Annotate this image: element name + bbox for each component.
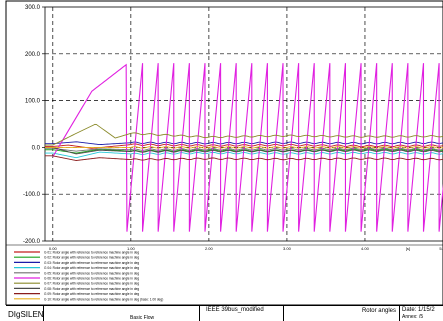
- y-tick-label: -200.0: [23, 239, 41, 245]
- legend-label: G 09: Rotor angle with reference to refe…: [44, 292, 139, 296]
- x-tick-label: 0.00: [49, 246, 58, 251]
- series-line: [45, 146, 443, 149]
- legend: G 01: Rotor angle with reference to refe…: [14, 251, 163, 301]
- series-line: [52, 63, 443, 232]
- series-line: [45, 146, 443, 155]
- y-tick-label: 0.0: [32, 145, 41, 151]
- legend-label: G 02: Rotor angle with reference to refe…: [44, 256, 139, 260]
- page-name: Basic Flow: [130, 315, 155, 321]
- legend-label: G 04: Rotor angle with reference to refe…: [44, 266, 139, 270]
- annex-label: Annex: /5: [402, 314, 424, 320]
- series-line: [45, 155, 443, 161]
- legend-label: G 06: Rotor angle with reference to refe…: [44, 277, 139, 281]
- legend-label: G 01: Rotor angle with reference to refe…: [44, 251, 139, 255]
- grid: [45, 7, 443, 241]
- y-tick-label: 200.0: [25, 52, 41, 58]
- legend-label: G 10: Rotor angle with reference to refe…: [44, 297, 163, 301]
- project-cell: IEEE 39bus_modified: [200, 306, 284, 321]
- y-tick-label: 100.0: [25, 99, 41, 105]
- y-axis-ticks: 300.0 200.0 100.0 0.0 -100.0 -200.0: [23, 5, 45, 245]
- x-axis-ticks: 0.00 1.00 2.00 3.00 4.00 [s] 5.: [49, 246, 443, 251]
- date-annex-cell: Date: 1/15/2 Annex: /5: [400, 306, 443, 321]
- x-tick-label: 5.: [439, 246, 442, 251]
- chart-frame: [5, 0, 443, 305]
- x-tick-label: [s]: [406, 246, 410, 251]
- plot-name: Rotor angles: [284, 306, 400, 321]
- page-name-cell: Basic Flow: [44, 306, 200, 321]
- y-tick-label: 300.0: [25, 5, 41, 11]
- date-label: Date: 1/15/2: [402, 307, 435, 313]
- project-name: IEEE 39bus_modified: [206, 307, 264, 313]
- title-block: DIgSILENT Basic Flow IEEE 39bus_modified…: [6, 305, 443, 321]
- y-tick-label: -100.0: [23, 192, 41, 198]
- x-tick-label: 3.00: [283, 246, 292, 251]
- app-name: DIgSILENT: [6, 306, 44, 321]
- x-tick-label: 4.00: [361, 246, 370, 251]
- series-lines: [45, 63, 443, 232]
- rotor-angle-chart: 300.0 200.0 100.0 0.0 -100.0 -200.0 0.00 1.00 2…: [5, 0, 443, 305]
- legend-label: G 03: Rotor angle with reference to refe…: [44, 261, 139, 265]
- x-tick-label: 1.00: [127, 246, 136, 251]
- plot-area: [44, 6, 443, 242]
- series-line: [45, 123, 443, 146]
- legend-label: G 08: Rotor angle with reference to refe…: [44, 287, 139, 291]
- x-tick-label: 2.00: [205, 246, 214, 251]
- legend-label: G 07: Rotor angle with reference to refe…: [44, 282, 139, 286]
- legend-label: G 05: Rotor angle with reference to refe…: [44, 271, 139, 275]
